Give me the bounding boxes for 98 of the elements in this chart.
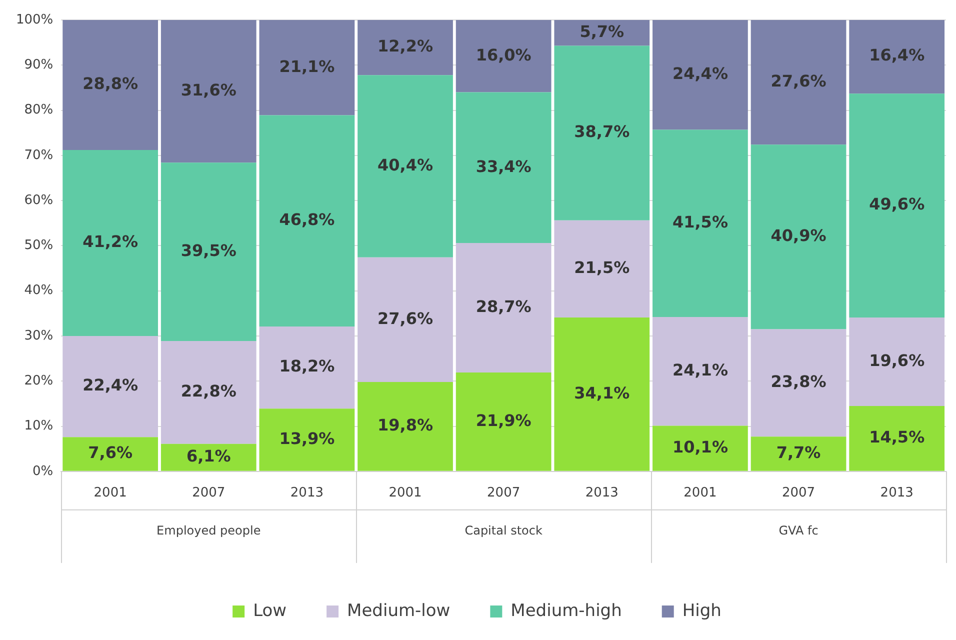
data-label: 28,7% (476, 296, 532, 316)
data-label: 41,5% (672, 212, 728, 232)
bar (259, 20, 355, 116)
text: GVA fc (778, 524, 818, 538)
data-label: 49,6% (869, 194, 925, 214)
data-label: 40,9% (770, 226, 826, 246)
bar (652, 130, 748, 318)
x-tick-label: 2007 (192, 486, 226, 501)
x-tick-label: 2013 (880, 486, 914, 501)
bar (358, 20, 453, 76)
bar (554, 317, 650, 471)
x-tick-label: 2013 (290, 486, 324, 501)
data-label: 28,8% (82, 74, 138, 94)
y-tick-label: 20% (24, 373, 54, 388)
data-label: 31,6% (180, 80, 236, 100)
x-tick-label: 2013 (585, 486, 618, 501)
legend-label: High (682, 600, 722, 621)
bar (62, 437, 158, 471)
bar (554, 46, 650, 220)
x-tick-label: 2001 (94, 486, 127, 501)
bar (62, 20, 158, 150)
data-label: 21,9% (476, 410, 532, 430)
data-label: 14,5% (869, 428, 925, 447)
data-label: 46,8% (279, 210, 335, 230)
bar (62, 336, 158, 438)
y-tick-label: 10% (24, 418, 54, 434)
text: Capital stock (464, 524, 542, 538)
legend-label: Medium-high (510, 600, 622, 621)
x-tick-label: 2007 (487, 486, 520, 501)
y-tick-label: 90% (24, 58, 54, 73)
data-label: 16,0% (476, 45, 532, 64)
y-tick-label: 100% (16, 12, 54, 28)
bar (259, 326, 355, 409)
bar (160, 20, 256, 163)
bar (849, 317, 945, 406)
y-tick-label: 30% (24, 328, 54, 344)
bar (554, 220, 650, 318)
y-tick-label: 70% (24, 148, 54, 163)
data-label: 23,8% (770, 372, 826, 392)
data-label: 22,8% (180, 382, 236, 401)
bar (358, 257, 453, 382)
bar (160, 340, 256, 444)
bar (849, 94, 945, 318)
bar (456, 372, 552, 471)
data-label: 21,5% (574, 258, 630, 278)
data-label: 40,4% (378, 155, 434, 174)
bar (456, 92, 552, 243)
bar (160, 162, 256, 341)
x-tick-label: 2001 (388, 486, 422, 501)
text: Employed people (156, 524, 261, 538)
bar (849, 406, 945, 471)
data-label: 18,2% (279, 356, 335, 376)
bar (358, 75, 453, 258)
bar (750, 144, 846, 330)
bar (750, 329, 846, 437)
bar (750, 20, 846, 145)
y-tick-label: 0% (32, 464, 54, 479)
data-label: 7,7% (776, 442, 821, 462)
data-label: 16,4% (869, 46, 925, 65)
bar (259, 408, 355, 471)
data-label: 13,9% (279, 428, 335, 448)
bar (849, 20, 945, 94)
y-tick-label: 50% (24, 238, 54, 254)
data-label: 27,6% (378, 308, 434, 328)
bar (62, 150, 158, 336)
legend-label: Medium-low (347, 600, 450, 621)
bar (456, 242, 552, 373)
data-label: 7,6% (88, 443, 133, 462)
data-label: 10,1% (672, 438, 728, 457)
data-label: 19,6% (869, 350, 925, 370)
data-label: 27,6% (770, 71, 826, 90)
data-label: 41,2% (82, 232, 138, 252)
y-tick-label: 80% (24, 102, 54, 118)
bar (358, 382, 453, 471)
bar (456, 20, 552, 92)
bar (652, 317, 748, 426)
data-label: 24,1% (672, 360, 728, 380)
data-label: 5,7% (580, 22, 624, 42)
data-label: 38,7% (574, 122, 630, 142)
bar (259, 115, 355, 326)
data-label: 6,1% (186, 446, 231, 466)
bar (652, 20, 748, 130)
y-tick-label: 40% (24, 283, 54, 298)
data-label: 33,4% (476, 156, 532, 176)
data-label: 21,1% (279, 56, 335, 76)
data-label: 24,4% (672, 64, 728, 83)
data-label: 34,1% (574, 383, 630, 402)
bar (652, 426, 748, 471)
data-label: 22,4% (82, 376, 138, 395)
legend-label: Low (253, 600, 287, 621)
data-label: 39,5% (180, 240, 236, 260)
data-label: 19,8% (378, 416, 434, 435)
bar (160, 444, 256, 471)
y-tick-label: 60% (24, 192, 54, 208)
x-tick-label: 2001 (684, 486, 717, 501)
x-tick-label: 2007 (782, 486, 816, 501)
bar (750, 436, 846, 471)
data-label: 12,2% (378, 36, 434, 56)
